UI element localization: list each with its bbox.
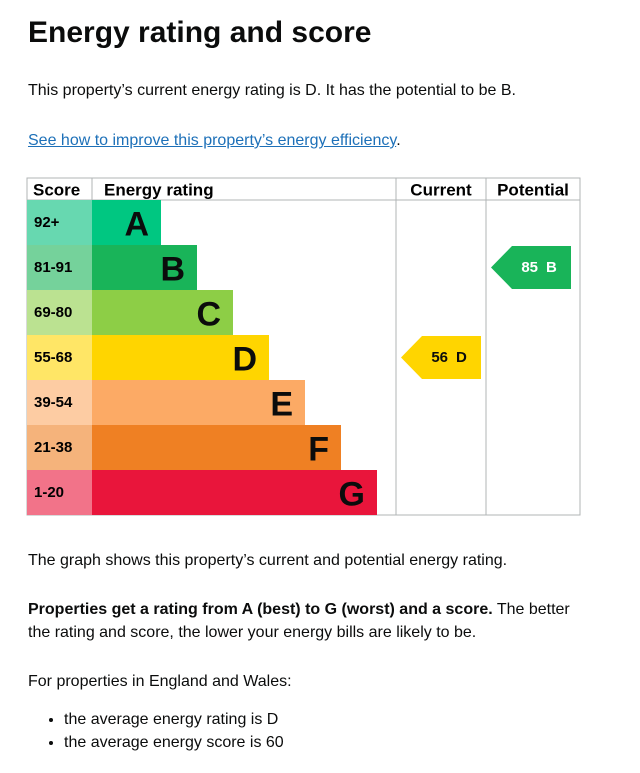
region-intro: For properties in England and Wales: — [28, 673, 292, 690]
score-cell — [27, 335, 92, 380]
rating-letter: B — [160, 251, 185, 289]
link-line: See how to improve this property’s energ… — [28, 129, 401, 152]
average-item: the average energy rating is D — [64, 708, 284, 731]
column-header: Current — [410, 181, 472, 200]
potential-letter: B — [546, 259, 557, 276]
column-header: Energy rating — [104, 181, 214, 200]
score-range: 1-20 — [34, 484, 64, 501]
rating-letter: A — [124, 206, 149, 244]
rating-note-bold: Properties get a rating from A (best) to… — [28, 601, 493, 618]
current-arrow — [401, 336, 481, 379]
score-cell — [27, 470, 92, 515]
score-cell — [27, 380, 92, 425]
score-cell — [27, 200, 92, 245]
rating-letter: G — [339, 476, 365, 514]
column-header: Score — [33, 181, 80, 200]
score-cell — [27, 245, 92, 290]
rating-bar — [92, 290, 233, 335]
score-range: 81-91 — [34, 259, 72, 276]
score-range: 39-54 — [34, 394, 73, 411]
current-score: 56 — [431, 349, 448, 366]
rating-note: Properties get a rating from A (best) to… — [28, 598, 588, 644]
rating-note-rest: The better the rating and score, the low… — [28, 601, 570, 641]
rating-letter: D — [232, 341, 257, 379]
current-letter: D — [456, 349, 467, 366]
rating-bar — [92, 200, 161, 245]
score-range: 69-80 — [34, 304, 72, 321]
rating-bar — [92, 470, 377, 515]
epc-chart: Score Energy rating Current Potential 92+ A 81… — [26, 177, 581, 516]
improve-link[interactable]: See how to improve this property’s energ… — [28, 132, 397, 149]
score-cell — [27, 425, 92, 470]
link-suffix: . — [396, 132, 401, 149]
potential-score: 85 — [521, 259, 538, 276]
score-range: 21-38 — [34, 439, 72, 456]
intro: This property’s current energy rating is… — [28, 82, 516, 99]
averages-list: the average energy rating is D the avera… — [28, 708, 284, 754]
page-title: Energy rating and score — [28, 16, 372, 49]
rating-bar — [92, 380, 305, 425]
rating-letter: F — [308, 431, 329, 469]
rating-bar — [92, 245, 197, 290]
score-cell — [27, 290, 92, 335]
rating-letter: E — [270, 386, 293, 424]
potential-arrow — [491, 246, 571, 289]
rating-bar — [92, 425, 341, 470]
average-item: the average energy score is 60 — [64, 731, 284, 754]
rating-bar — [92, 335, 269, 380]
column-header: Potential — [497, 181, 569, 200]
score-range: 55-68 — [34, 349, 72, 366]
score-range: 92+ — [34, 214, 60, 231]
rating-letter: C — [196, 296, 221, 334]
graph-note: The graph shows this property’s current … — [28, 552, 508, 569]
